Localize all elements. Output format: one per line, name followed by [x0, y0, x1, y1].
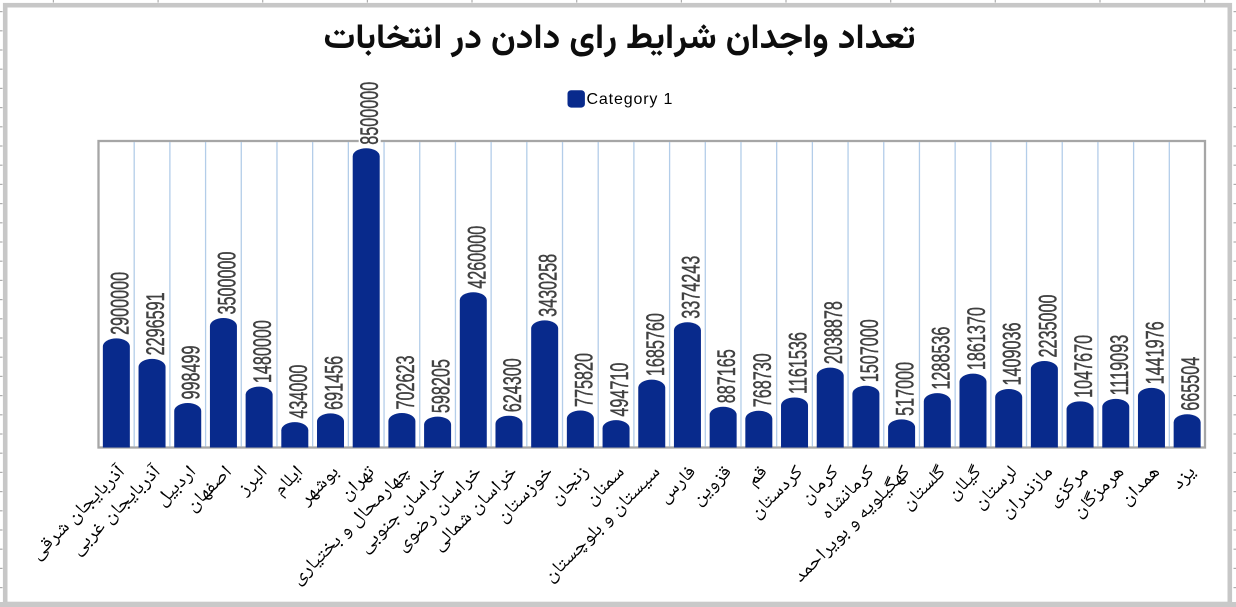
- svg-text:Category 1: Category 1: [587, 91, 674, 108]
- svg-text:1409036: 1409036: [999, 323, 1026, 386]
- svg-text:1288536: 1288536: [928, 327, 955, 390]
- svg-text:691456: 691456: [321, 356, 348, 410]
- svg-text:3430258: 3430258: [535, 254, 562, 317]
- svg-text:598205: 598205: [428, 359, 455, 413]
- svg-text:8500000: 8500000: [357, 82, 384, 145]
- svg-text:1480000: 1480000: [250, 320, 277, 383]
- svg-text:624300: 624300: [500, 358, 527, 412]
- svg-text:3374243: 3374243: [678, 256, 705, 319]
- svg-text:2235000: 2235000: [1035, 294, 1062, 357]
- svg-text:702623: 702623: [393, 356, 420, 410]
- svg-text:494710: 494710: [607, 363, 634, 417]
- svg-text:2296591: 2296591: [143, 292, 170, 355]
- svg-text:887165: 887165: [714, 349, 741, 403]
- svg-text:1685760: 1685760: [642, 313, 669, 376]
- svg-text:517000: 517000: [892, 362, 919, 416]
- svg-text:1119093: 1119093: [1106, 335, 1133, 396]
- svg-text:1047670: 1047670: [1071, 335, 1098, 398]
- svg-text:4260000: 4260000: [464, 226, 491, 289]
- svg-text:775820: 775820: [571, 353, 598, 407]
- svg-text:2900000: 2900000: [107, 272, 134, 335]
- svg-text:665504: 665504: [1178, 357, 1205, 411]
- svg-text:1441976: 1441976: [1142, 321, 1169, 384]
- svg-text:3500000: 3500000: [214, 252, 241, 315]
- svg-text:768730: 768730: [749, 353, 776, 407]
- svg-text:1161536: 1161536: [785, 332, 812, 394]
- svg-text:2038878: 2038878: [821, 301, 848, 364]
- svg-text:1507000: 1507000: [857, 319, 884, 382]
- svg-text:1861370: 1861370: [964, 307, 991, 370]
- svg-text:434000: 434000: [285, 365, 312, 419]
- svg-text:998499: 998499: [178, 345, 205, 399]
